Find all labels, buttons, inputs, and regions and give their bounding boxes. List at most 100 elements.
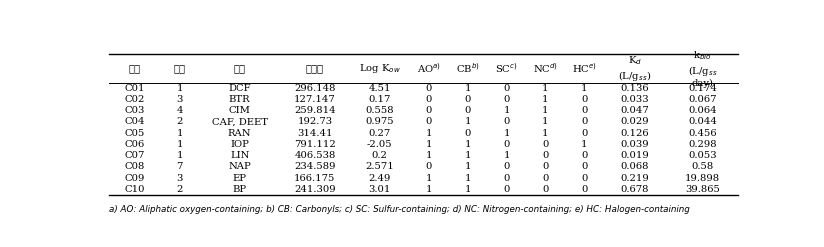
Text: 7: 7 [176, 163, 183, 171]
Text: 0: 0 [542, 185, 549, 194]
Text: HC$^{e)}$: HC$^{e)}$ [572, 62, 597, 75]
Text: 0.033: 0.033 [620, 95, 649, 104]
Text: 군집: 군집 [129, 64, 141, 73]
Text: 0: 0 [503, 140, 510, 149]
Text: 0.558: 0.558 [365, 106, 394, 115]
Text: 1: 1 [542, 84, 549, 93]
Text: 1: 1 [542, 129, 549, 138]
Text: 0.27: 0.27 [368, 129, 391, 138]
Text: C06: C06 [124, 140, 145, 149]
Text: 406.538: 406.538 [294, 151, 335, 160]
Text: 0.678: 0.678 [620, 185, 649, 194]
Text: NC$^{d)}$: NC$^{d)}$ [533, 62, 558, 75]
Text: 2: 2 [176, 185, 183, 194]
Text: BTR: BTR [229, 95, 250, 104]
Text: NAP: NAP [228, 163, 251, 171]
Text: 분자량: 분자량 [306, 64, 324, 73]
Text: 2: 2 [176, 117, 183, 126]
Text: 1: 1 [542, 106, 549, 115]
Text: 0: 0 [581, 174, 588, 183]
Text: 1: 1 [176, 129, 183, 138]
Text: 0.067: 0.067 [688, 95, 717, 104]
Text: 0: 0 [542, 163, 549, 171]
Text: 0.047: 0.047 [620, 106, 649, 115]
Text: 234.589: 234.589 [294, 163, 335, 171]
Text: 0: 0 [581, 117, 588, 126]
Text: 0: 0 [426, 95, 432, 104]
Text: 1: 1 [581, 84, 588, 93]
Text: Log K$_{ow}$: Log K$_{ow}$ [358, 62, 400, 75]
Text: CAF, DEET: CAF, DEET [212, 117, 268, 126]
Text: 1: 1 [465, 84, 471, 93]
Text: SC$^{c)}$: SC$^{c)}$ [495, 62, 517, 75]
Text: 0: 0 [465, 106, 471, 115]
Text: 0: 0 [581, 185, 588, 194]
Text: 0: 0 [581, 163, 588, 171]
Text: 1: 1 [465, 140, 471, 149]
Text: 0: 0 [581, 151, 588, 160]
Text: 0: 0 [503, 117, 510, 126]
Text: -2.05: -2.05 [367, 140, 392, 149]
Text: 791.112: 791.112 [294, 140, 335, 149]
Text: 1: 1 [426, 185, 433, 194]
Text: 0.219: 0.219 [620, 174, 649, 183]
Text: 1: 1 [465, 174, 471, 183]
Text: 개수: 개수 [174, 64, 185, 73]
Text: 0.298: 0.298 [688, 140, 717, 149]
Text: 1: 1 [465, 163, 471, 171]
Text: 4: 4 [176, 106, 183, 115]
Text: 1: 1 [176, 140, 183, 149]
Text: 0: 0 [503, 174, 510, 183]
Text: 마커: 마커 [234, 64, 246, 73]
Text: 0.136: 0.136 [620, 84, 649, 93]
Text: EP: EP [232, 174, 246, 183]
Text: 3: 3 [176, 174, 183, 183]
Text: 0.456: 0.456 [688, 129, 717, 138]
Text: 0.068: 0.068 [620, 163, 649, 171]
Text: 1: 1 [426, 129, 433, 138]
Text: CB$^{b)}$: CB$^{b)}$ [456, 62, 480, 75]
Text: 0: 0 [426, 84, 432, 93]
Text: a) AO: Aliphatic oxygen-containing; b) CB: Carbonyls; c) SC: Sulfur-containing; : a) AO: Aliphatic oxygen-containing; b) C… [110, 205, 691, 214]
Text: CIM: CIM [229, 106, 250, 115]
Text: 1: 1 [542, 95, 549, 104]
Text: LIN: LIN [230, 151, 250, 160]
Text: 0: 0 [465, 95, 471, 104]
Text: 0.044: 0.044 [688, 117, 717, 126]
Text: C04: C04 [124, 117, 145, 126]
Text: 192.73: 192.73 [297, 117, 332, 126]
Text: 0.17: 0.17 [368, 95, 391, 104]
Text: 259.814: 259.814 [294, 106, 335, 115]
Text: 0: 0 [542, 151, 549, 160]
Text: 1: 1 [426, 140, 433, 149]
Text: 1: 1 [581, 140, 588, 149]
Text: 0: 0 [581, 95, 588, 104]
Text: 1: 1 [465, 117, 471, 126]
Text: 0: 0 [542, 140, 549, 149]
Text: C07: C07 [124, 151, 145, 160]
Text: 4.51: 4.51 [368, 84, 391, 93]
Text: 2.571: 2.571 [365, 163, 394, 171]
Text: 0: 0 [503, 84, 510, 93]
Text: 1: 1 [426, 174, 433, 183]
Text: C10: C10 [124, 185, 145, 194]
Text: 0.019: 0.019 [620, 151, 649, 160]
Text: 1: 1 [176, 151, 183, 160]
Text: 314.41: 314.41 [297, 129, 333, 138]
Text: 19.898: 19.898 [685, 174, 720, 183]
Text: 2.49: 2.49 [368, 174, 391, 183]
Text: 0: 0 [426, 117, 432, 126]
Text: 0: 0 [465, 129, 471, 138]
Text: C08: C08 [124, 163, 145, 171]
Text: 1: 1 [426, 151, 433, 160]
Text: 0: 0 [426, 163, 432, 171]
Text: 1: 1 [176, 84, 183, 93]
Text: 1: 1 [503, 129, 510, 138]
Text: 0: 0 [581, 129, 588, 138]
Text: 0.126: 0.126 [620, 129, 649, 138]
Text: DCF: DCF [228, 84, 251, 93]
Text: 0.2: 0.2 [372, 151, 387, 160]
Text: 166.175: 166.175 [294, 174, 335, 183]
Text: 127.147: 127.147 [294, 95, 335, 104]
Text: 3: 3 [176, 95, 183, 104]
